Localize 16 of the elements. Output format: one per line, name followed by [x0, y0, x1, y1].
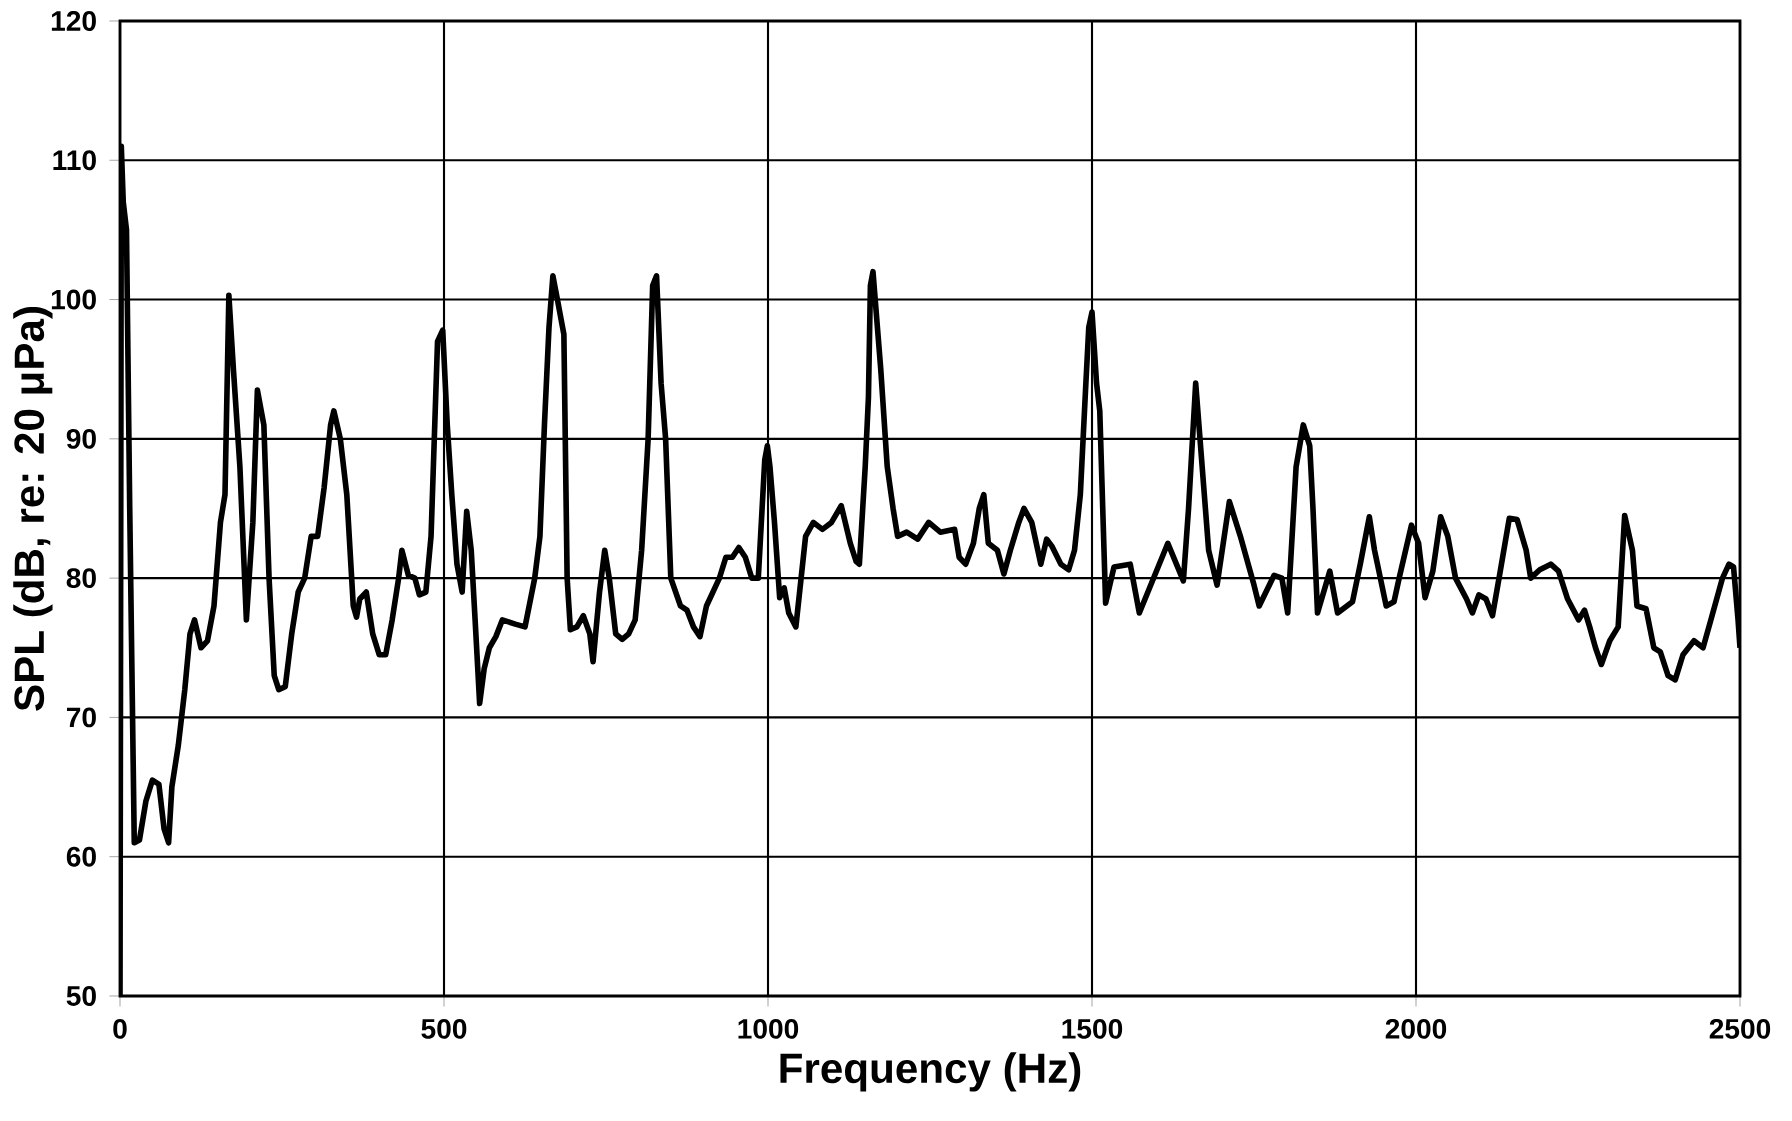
- y-tick-label: 70: [66, 707, 96, 728]
- x-tick-label: 2000: [1385, 1018, 1447, 1039]
- y-tick-label: 50: [66, 986, 96, 1006]
- y-tick-label: 60: [66, 846, 96, 867]
- y-tick-label: 100: [51, 289, 96, 310]
- y-axis-title: SPL (dB, re: 20 μPa): [13, 307, 53, 711]
- x-axis-title: Frequency (Hz): [780, 1052, 1081, 1092]
- y-tick-label: 120: [51, 11, 96, 31]
- x-tick-label: 500: [421, 1018, 467, 1039]
- y-tick-label: 90: [66, 428, 96, 449]
- y-tick-label: 110: [53, 150, 96, 171]
- x-tick-label: 1000: [738, 1018, 799, 1039]
- x-tick-label: 0: [113, 1018, 127, 1039]
- x-tick-label: 2500: [1709, 1018, 1771, 1039]
- x-tick-label: 1500: [1062, 1018, 1123, 1039]
- y-tick-label: 80: [66, 568, 96, 589]
